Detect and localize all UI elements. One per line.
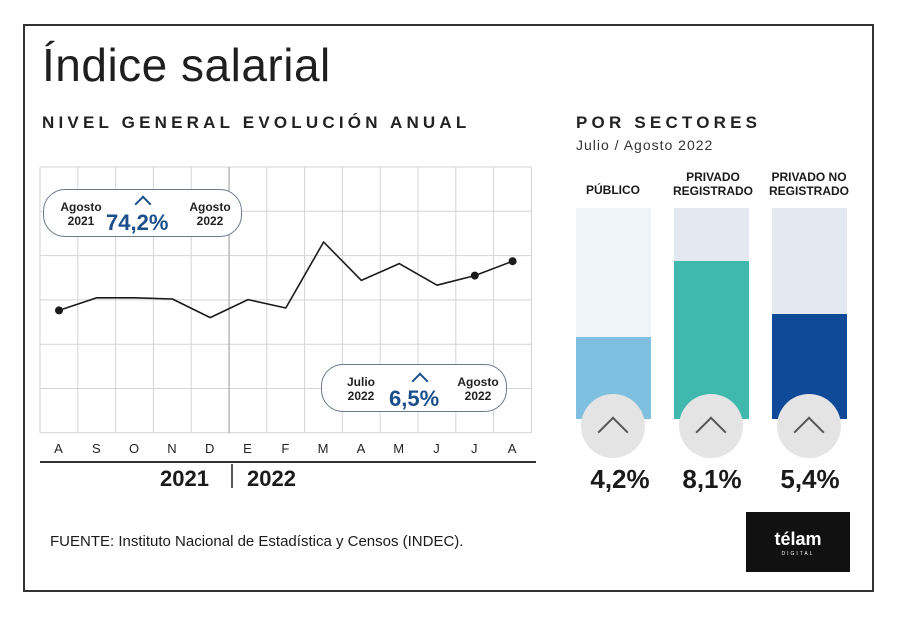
bar-value-privado-no-registrado: 5,4% (780, 464, 840, 494)
chevron-up-icon (777, 394, 841, 458)
bubble-to-label: Agosto 2022 (457, 375, 499, 403)
x-tick-label: D (205, 441, 215, 456)
logo-wordmark: télam (774, 529, 822, 549)
x-tick-label: A (54, 441, 64, 456)
bar-label-publico: PÚBLICO (586, 183, 640, 197)
bar-value-privado-registrado: 8,1% (682, 464, 742, 494)
x-tick-label: O (129, 441, 140, 456)
annual-change-bubble: Agosto 2021 74,2% Agosto 2022 (43, 189, 242, 237)
bar-track-publico (576, 208, 651, 419)
bar-privado-registrado (674, 260, 749, 419)
x-tick-label: M (393, 441, 405, 456)
monthly-change-bubble: Julio 2022 6,5% Agosto 2022 (321, 364, 507, 412)
sectors-subtitle: Julio / Agosto 2022 (576, 137, 714, 153)
data-point (508, 257, 517, 266)
x-tick-label: S (92, 441, 102, 456)
chevron-up-icon (679, 394, 743, 458)
x-tick-label: A (357, 441, 367, 456)
x-tick-label: J (433, 441, 441, 456)
bar-track-privado-no-registrado (772, 208, 847, 419)
bar-track-privado-registrado (674, 208, 749, 419)
x-tick-label: J (471, 441, 479, 456)
bar-label-privado-registrado: PRIVADO REGISTRADO (672, 170, 753, 198)
data-point (55, 306, 63, 315)
telam-logo: télam DIGITAL (746, 512, 850, 572)
x-tick-label: M (318, 441, 330, 456)
chevron-up-icon (581, 394, 645, 458)
x-tick-label: F (281, 441, 290, 456)
bubble-value: 6,5% (389, 386, 440, 411)
logo-subtext: DIGITAL (781, 551, 815, 557)
card-frame (23, 24, 874, 592)
year-label-2022: 2022 (247, 466, 296, 491)
bar-value-publico: 4,2% (590, 464, 650, 494)
bar-label-privado-no-registrado: PRIVADO NO REGISTRADO (768, 170, 849, 198)
source-note: FUENTE: Instituto Nacional de Estadístic… (50, 533, 464, 550)
data-point (470, 271, 479, 280)
bubble-value: 74,2% (106, 210, 169, 235)
year-label-2021: 2021 (160, 466, 209, 491)
page-title: Índice salarial (42, 39, 331, 91)
x-tick-label: A (508, 441, 518, 456)
chart-subtitle: NIVEL GENERAL EVOLUCIÓN ANUAL (42, 113, 471, 132)
bubble-from-label: Julio 2022 (346, 375, 375, 403)
x-tick-label: E (243, 441, 253, 456)
bubble-from-label: Agosto 2021 (60, 200, 102, 228)
series-line (58, 241, 513, 319)
year-divider (231, 464, 233, 488)
sectors-title: POR SECTORES (576, 113, 762, 132)
bubble-to-label: Agosto 2022 (189, 200, 231, 228)
x-tick-label: N (167, 441, 177, 456)
